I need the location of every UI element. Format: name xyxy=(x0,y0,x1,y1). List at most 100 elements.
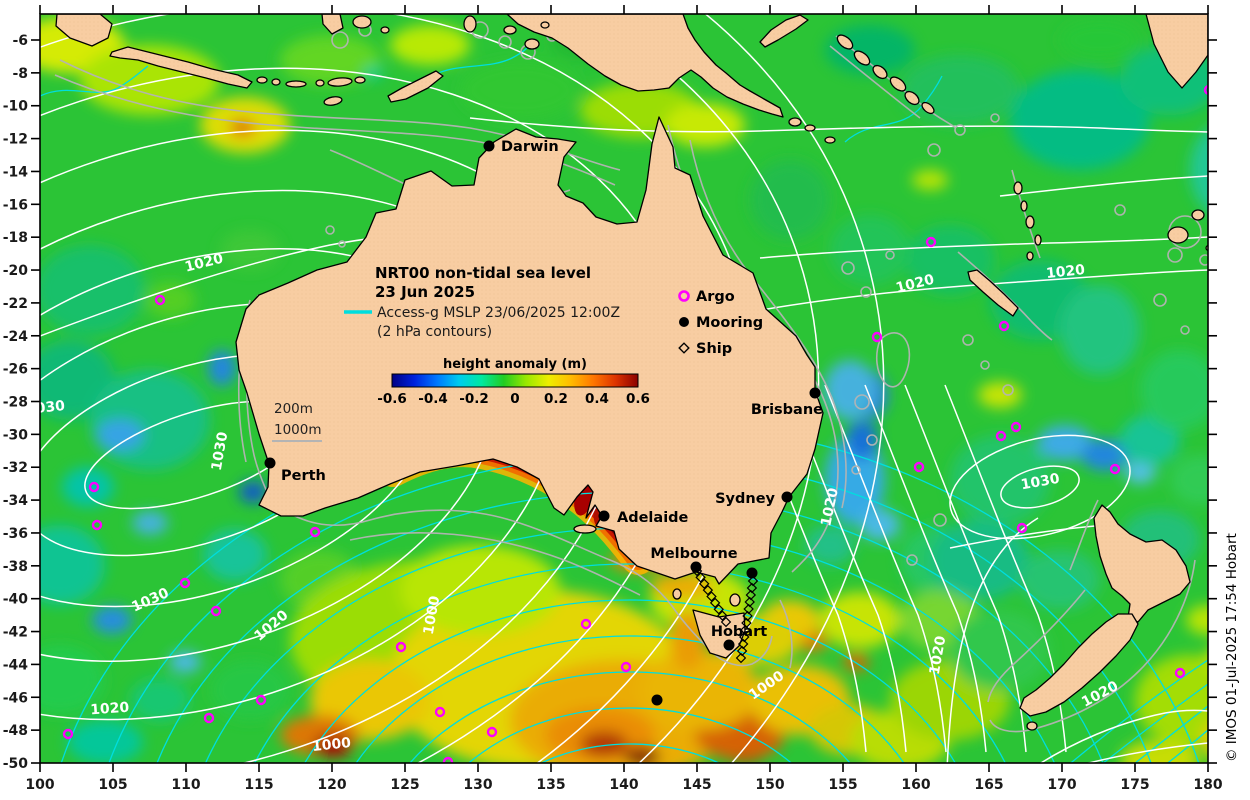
city-dot-darwin xyxy=(483,140,495,152)
y-tick-label: -44 xyxy=(3,657,29,673)
copyright-text: © IMOS 01-Jul-2025 17:54 Hobart xyxy=(1224,533,1240,762)
land-australia xyxy=(235,116,824,585)
argo-float-marker xyxy=(1174,667,1186,679)
ship-marker xyxy=(741,617,752,629)
city-label-adelaide: Adelaide xyxy=(617,510,689,526)
y-tick-label: -28 xyxy=(3,395,28,411)
land-sumatra xyxy=(55,14,113,47)
isobath-1000m-label: 1000m xyxy=(274,422,322,438)
y-tick-label: -20 xyxy=(3,263,29,279)
map-title: NRT00 non-tidal sea level xyxy=(375,264,591,282)
ship-marker xyxy=(743,603,754,615)
argo-float-marker xyxy=(62,728,74,740)
city-label-hobart: Hobart xyxy=(711,624,767,640)
argo-float-marker xyxy=(309,526,321,538)
argo-float-marker xyxy=(88,481,100,493)
y-tick-label: -14 xyxy=(3,164,29,180)
argo-float-marker xyxy=(1203,84,1208,96)
x-tick-label: 165 xyxy=(974,777,1003,793)
ship-marker xyxy=(735,652,747,664)
argo-float-marker xyxy=(998,320,1010,332)
isobar-label: 1020 xyxy=(1045,262,1086,282)
y-tick-label: -36 xyxy=(3,526,28,542)
ship-marker xyxy=(747,575,759,587)
city-label-perth: Perth xyxy=(281,468,326,484)
argo-float-marker xyxy=(925,236,937,248)
city-dot-adelaide xyxy=(598,510,610,522)
argo-float-marker xyxy=(1010,421,1022,433)
y-tick-label: -10 xyxy=(3,99,29,115)
isobar-label: 1000 xyxy=(421,594,444,635)
colorbar xyxy=(391,373,639,388)
landmasses xyxy=(55,14,1208,731)
colorbar-title: height anomaly (m) xyxy=(443,357,587,372)
city-dot-melbourne xyxy=(690,561,702,573)
city-dot-brisbane xyxy=(809,387,821,399)
argo-float-markers xyxy=(62,84,1208,763)
x-tick-label: 100 xyxy=(25,777,54,793)
ship-marker xyxy=(699,578,710,589)
x-tick-label: 140 xyxy=(609,777,638,793)
city-markers: Darwin Perth Adelaide Melbourne Sydney Brisba… xyxy=(264,139,823,651)
y-tick-label: -30 xyxy=(3,427,29,443)
mooring-legend-icon xyxy=(679,317,689,327)
city-label-brisbane: Brisbane xyxy=(751,402,823,418)
x-tick-label: 110 xyxy=(171,777,200,793)
mslp-interval-label: (2 hPa contours) xyxy=(377,324,492,340)
argo-float-marker xyxy=(913,461,925,473)
map-date: 23 Jun 2025 xyxy=(375,283,475,301)
ship-marker xyxy=(744,596,755,608)
land-nz-south-island xyxy=(1019,613,1139,717)
x-tick-label: 105 xyxy=(98,777,127,793)
land-nz-north-island xyxy=(1093,504,1191,623)
ship-legend-label: Ship xyxy=(696,341,732,357)
ship-marker xyxy=(720,616,732,628)
x-tick-label: 125 xyxy=(390,777,419,793)
y-tick-label: -12 xyxy=(3,132,28,148)
argo-legend-label: Argo xyxy=(696,289,735,305)
x-tick-label: 115 xyxy=(244,777,273,793)
map-annotations: NRT00 non-tidal sea level 23 Jun 2025 Ac… xyxy=(272,264,763,442)
y-tick-label: -42 xyxy=(3,625,28,641)
ship-marker xyxy=(717,610,728,621)
mooring-marker xyxy=(651,694,663,706)
y-tick-label: -18 xyxy=(3,230,28,246)
ship-marker xyxy=(709,597,721,609)
argo-float-marker xyxy=(154,294,166,306)
ship-marker xyxy=(740,624,751,636)
x-tick-label: 170 xyxy=(1047,777,1076,793)
land-kangaroo-island xyxy=(573,524,597,534)
ship-marker xyxy=(745,589,757,601)
city-label-melbourne: Melbourne xyxy=(650,546,737,562)
land-fiji xyxy=(1167,226,1189,244)
ship-marker xyxy=(739,631,750,643)
x-tick-label: 155 xyxy=(828,777,857,793)
y-tick-label: -16 xyxy=(3,197,28,213)
x-tick-label: 150 xyxy=(755,777,784,793)
x-tick-label: 145 xyxy=(682,777,711,793)
colorbar-tick-label: -0.6 xyxy=(377,391,407,407)
ship-marker xyxy=(702,584,714,596)
isobar-label: 1020 xyxy=(818,486,842,528)
colorbar-tick-label: -0.2 xyxy=(459,391,489,407)
isobar-label: 1030 xyxy=(25,398,66,418)
colorbar-tick-label: -0.4 xyxy=(418,391,448,407)
ship-legend-icon xyxy=(678,342,690,354)
land-corner-island xyxy=(1145,14,1208,89)
x-tick-label: 135 xyxy=(536,777,565,793)
y-tick-label: -48 xyxy=(3,723,28,739)
argo-float-marker xyxy=(1016,522,1028,534)
argo-float-marker xyxy=(995,430,1007,442)
ship-marker xyxy=(737,638,749,650)
x-tick-label: 130 xyxy=(463,777,492,793)
x-tick-label: 160 xyxy=(901,777,930,793)
land-new-caledonia xyxy=(967,269,1019,317)
argo-float-marker xyxy=(1109,463,1121,475)
argo-float-marker xyxy=(179,577,191,589)
land-sulawesi xyxy=(321,14,344,35)
mooring-markers xyxy=(651,567,758,706)
argo-float-marker xyxy=(486,726,498,738)
